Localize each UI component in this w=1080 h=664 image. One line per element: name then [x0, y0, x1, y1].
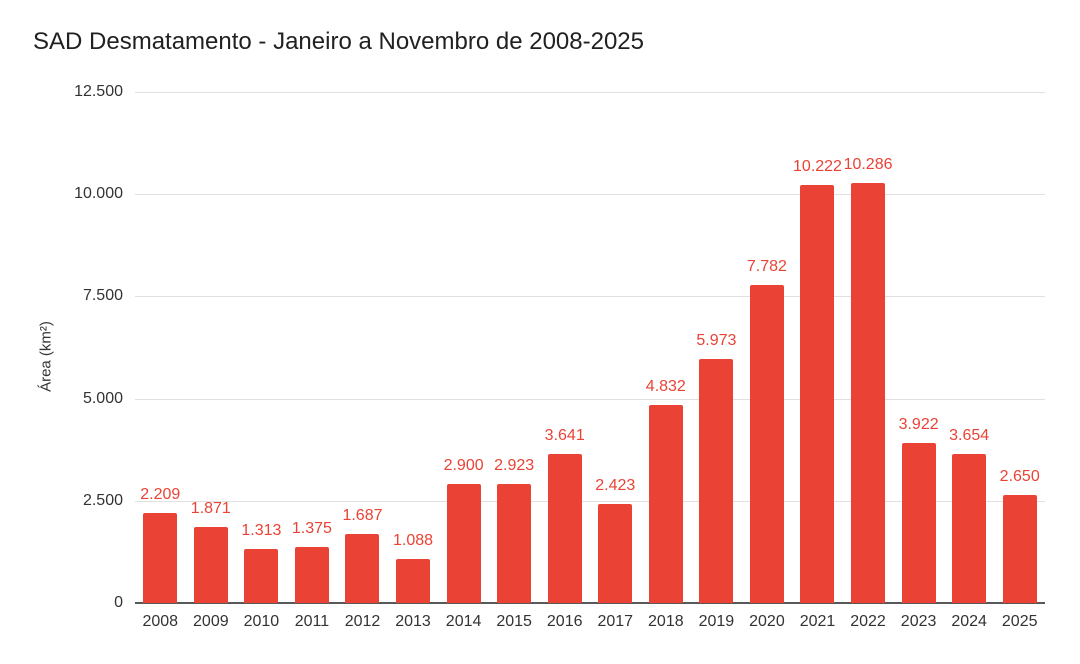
value-label-2023: 3.922 [898, 415, 939, 433]
x-tick-label-2013: 2013 [395, 613, 431, 630]
x-tick-label-2008: 2008 [142, 613, 179, 630]
x-tick-label-2020: 2020 [749, 613, 785, 630]
x-tick-label-2010: 2010 [243, 613, 280, 630]
x-tick-label-2025: 2025 [1001, 613, 1038, 630]
y-gridline [135, 92, 1045, 93]
value-label-2015: 2.923 [494, 456, 535, 474]
x-axis-line [135, 602, 1045, 604]
bar-2021 [800, 185, 835, 603]
value-label-2014: 2.900 [443, 457, 484, 475]
bar-2022 [851, 182, 886, 603]
bar-slot-2018: 4.832 2018 [641, 92, 692, 630]
bar-2023 [901, 442, 936, 603]
bar-2012 [345, 534, 380, 603]
x-tick-label-2018: 2018 [648, 613, 684, 630]
x-tick-label-2017: 2017 [597, 613, 634, 630]
bar-slot-2009: 1.871 2009 [186, 92, 237, 630]
bar-slot-2020: 7.782 2020 [742, 92, 793, 630]
value-label-2012: 1.687 [342, 507, 383, 525]
x-tick-label-2009: 2009 [193, 613, 229, 630]
bar-slot-2022: 10.286 2022 [843, 92, 894, 630]
x-tick-label-2023: 2023 [900, 613, 937, 630]
x-tick-label-2019: 2019 [698, 613, 735, 630]
bar-2024 [952, 453, 987, 603]
bar-slot-2012: 1.687 2012 [337, 92, 388, 630]
bar-slot-2013: 1.088 2013 [388, 92, 439, 630]
bar-slot-2014: 2.900 2014 [438, 92, 489, 630]
x-tick-label-2014: 2014 [445, 613, 482, 630]
bar-2019 [699, 358, 734, 603]
bar-2016 [547, 454, 582, 603]
value-label-2009: 1.871 [190, 499, 231, 517]
bar-2010 [244, 549, 279, 603]
bar-2025 [1002, 494, 1037, 603]
bar-2011 [294, 546, 329, 603]
x-tick-label-2015: 2015 [496, 613, 532, 630]
y-tick-label: 2.500 [82, 491, 123, 509]
bar-slot-2024: 3.654 2024 [944, 92, 995, 630]
value-label-2018: 4.832 [645, 378, 686, 396]
y-tick-label: 10.000 [74, 185, 123, 203]
x-tick-label-2024: 2024 [951, 613, 987, 630]
bar-slot-2011: 1.375 2011 [287, 92, 338, 630]
value-label-2022: 10.286 [843, 155, 893, 173]
y-gridline [135, 296, 1045, 298]
value-label-2021: 10.222 [793, 158, 842, 176]
bar-2015 [497, 483, 532, 603]
value-label-2010: 1.313 [241, 522, 282, 540]
chart-title: SAD Desmatamento - Janeiro a Novembro de… [33, 28, 644, 55]
value-label-2019: 5.973 [696, 331, 737, 349]
bar-slot-2017: 2.423 2017 [590, 92, 641, 630]
y-gridline [135, 398, 1045, 400]
bar-slot-2023: 3.922 2023 [893, 92, 944, 630]
bar-2013 [396, 558, 431, 603]
x-tick-label-2021: 2021 [799, 613, 836, 630]
bar-slot-2008: 2.209 2008 [135, 92, 186, 630]
bar-slot-2010: 1.313 2010 [236, 92, 287, 630]
bar-2018 [648, 405, 683, 603]
bar-2009 [193, 526, 228, 603]
y-tick-label: 12.500 [74, 83, 123, 100]
value-label-2025: 2.650 [999, 467, 1040, 485]
x-tick-label-2011: 2011 [294, 613, 330, 630]
y-gridline [135, 500, 1045, 502]
y-tick-label: 7.500 [82, 287, 123, 305]
bar-slot-2015: 2.923 2015 [489, 92, 540, 630]
bar-slot-2019: 5.973 2019 [691, 92, 742, 630]
value-label-2016: 3.641 [544, 427, 585, 445]
x-tick-label-2012: 2012 [344, 613, 381, 630]
y-tick-label: 0 [114, 594, 123, 611]
bar-slot-2025: 2.650 2025 [994, 92, 1045, 630]
value-label-2008: 2.209 [140, 485, 181, 503]
y-axis-title: Área (km²) [37, 321, 55, 392]
y-gridline [135, 194, 1045, 196]
value-label-2011: 1.375 [291, 519, 332, 537]
x-tick-label-2016: 2016 [546, 613, 583, 630]
bar-2014 [446, 484, 481, 603]
value-label-2013: 1.088 [393, 531, 434, 549]
bar-2020 [749, 284, 784, 603]
plot-area: 0 2.500 5.000 7.500 10.000 12.500 2.209 2008 1.8… [74, 83, 1045, 630]
y-tick-label: 5.000 [82, 389, 123, 407]
bar-slot-2021: 10.222 2021 [792, 92, 843, 630]
value-label-2024: 3.654 [949, 426, 990, 444]
x-tick-label-2022: 2022 [850, 613, 886, 630]
value-label-2017: 2.423 [595, 476, 636, 494]
bar-slot-2016: 3.641 2016 [539, 92, 590, 630]
value-label-2020: 7.782 [746, 257, 787, 275]
bar-2008 [143, 512, 178, 603]
bar-2017 [598, 503, 633, 603]
